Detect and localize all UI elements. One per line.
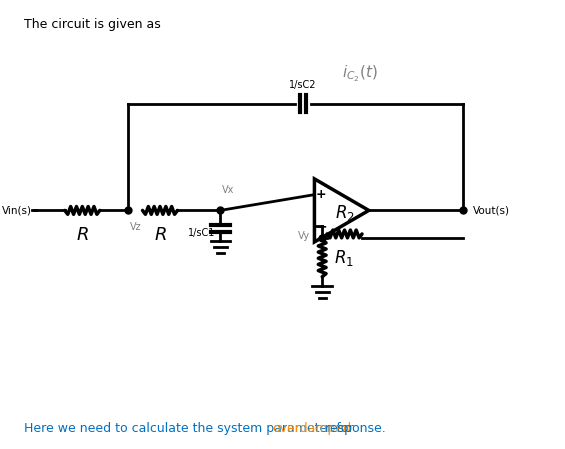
Text: $R$: $R$ — [76, 226, 89, 244]
Text: 1/sC2: 1/sC2 — [289, 80, 316, 90]
Text: Vout(s): Vout(s) — [473, 205, 510, 216]
Text: −: − — [315, 219, 327, 233]
Text: +: + — [316, 188, 327, 201]
Text: Vz: Vz — [130, 222, 141, 232]
Text: $R$: $R$ — [154, 226, 167, 244]
Text: Vy: Vy — [298, 231, 311, 241]
Text: $i_{C_2}(t)$: $i_{C_2}(t)$ — [342, 64, 377, 84]
Text: The circuit is given as: The circuit is given as — [24, 18, 161, 31]
Text: Vin(s): Vin(s) — [2, 205, 32, 216]
Text: 1/sC1: 1/sC1 — [188, 228, 215, 238]
Text: response.: response. — [321, 423, 386, 436]
Text: overdamped: overdamped — [273, 423, 352, 436]
Text: Here we need to calculate the system parameter for: Here we need to calculate the system par… — [24, 423, 358, 436]
Text: $R_1$: $R_1$ — [334, 248, 354, 268]
Text: Vx: Vx — [222, 185, 234, 195]
Text: $R_2$: $R_2$ — [334, 203, 354, 223]
